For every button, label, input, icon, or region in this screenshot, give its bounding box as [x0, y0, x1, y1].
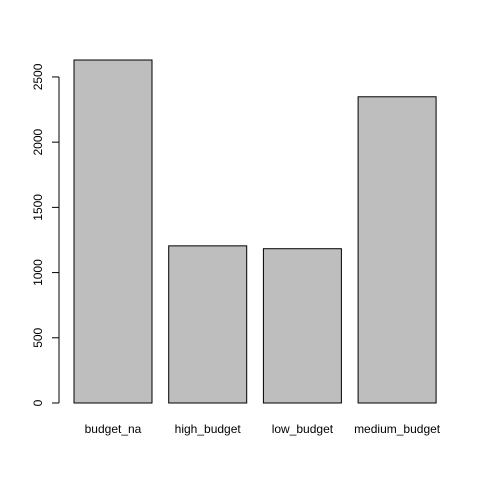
- y-axis: 0 500 1000 1500 2000 2500: [31, 63, 60, 406]
- y-tick-label: 1500: [31, 194, 45, 221]
- bar-budget_na: [73, 59, 153, 404]
- bar-high_budget: [168, 245, 248, 404]
- y-tick-label: 500: [31, 327, 45, 347]
- bar-low_budget: [262, 248, 342, 404]
- y-tick-label: 1000: [31, 259, 45, 286]
- y-tick-label: 2000: [31, 128, 45, 155]
- bar-medium_budget: [357, 96, 437, 404]
- x-tick-label: high_budget: [175, 422, 242, 436]
- x-tick-label: budget_na: [85, 422, 142, 436]
- y-tick-label: 2500: [31, 63, 45, 90]
- y-tick-label: 0: [31, 399, 45, 406]
- x-axis-labels: budget_na high_budget low_budget medium_bud…: [85, 422, 441, 436]
- x-tick-label: low_budget: [272, 422, 334, 436]
- x-tick-label: medium_budget: [354, 422, 441, 436]
- bars-layer: [73, 59, 437, 404]
